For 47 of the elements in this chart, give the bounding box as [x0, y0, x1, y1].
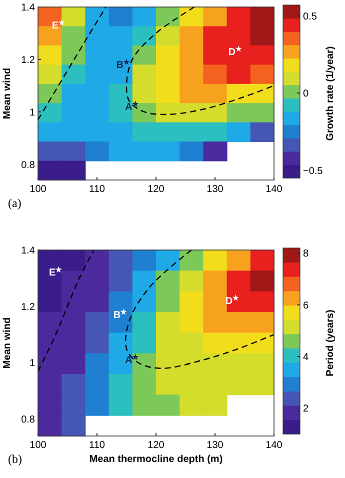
color-bar-label: 4: [303, 352, 309, 363]
series-label: E: [48, 268, 56, 279]
y-axis-title: Mean wind: [2, 68, 13, 120]
x-tick-label: 130: [206, 184, 224, 195]
y-tick-label: 1: [29, 107, 36, 118]
color-bar-title: Period (years): [325, 310, 336, 376]
point: [132, 100, 139, 107]
text: (b): [8, 452, 22, 466]
series-label: B: [113, 310, 121, 321]
color-bar-label: 0.5: [303, 11, 318, 22]
color-bar-label: 8: [303, 248, 309, 260]
x-tick-label: 100: [30, 184, 47, 195]
series-label: D: [228, 46, 236, 58]
point: [132, 354, 139, 360]
point: [55, 266, 62, 273]
color-bar-label: 6: [303, 300, 309, 312]
x-axis-title: Mean thermocline depth (m): [89, 454, 223, 465]
x-tick-label: 140: [266, 440, 283, 451]
x-tick-label: 120: [148, 440, 165, 451]
y-tick-label: 0.8: [21, 160, 36, 171]
y-tick-label: 0.8: [21, 414, 36, 426]
y-tick-label: 1: [29, 358, 36, 370]
point: [123, 58, 130, 65]
series-label: E: [52, 20, 59, 32]
point: [58, 19, 65, 26]
x-tick-label: 110: [89, 184, 106, 195]
x-tick-label: 100: [30, 440, 47, 451]
color-bar-title: Growth rate (1/year): [325, 46, 336, 141]
y-tick-label: 1.2: [21, 302, 36, 313]
y-tick-label: 1.4: [21, 2, 36, 14]
color-bar-label: 0: [303, 88, 309, 100]
x-tick-label: 140: [266, 184, 283, 195]
x-tick-label: 120: [148, 184, 165, 195]
y-axis-title: Mean wind: [2, 317, 13, 369]
color-bar-label: 2: [303, 404, 309, 415]
text: (a): [8, 196, 22, 210]
point: [235, 45, 242, 52]
x-tick-label: 130: [206, 440, 224, 451]
point: [120, 308, 127, 315]
x-tick-label: 110: [89, 440, 106, 451]
series-label: B: [116, 60, 124, 72]
point: [232, 294, 240, 301]
series-label: A: [125, 355, 132, 366]
series-label: A: [125, 102, 132, 113]
y-tick-label: 1.4: [21, 246, 36, 256]
y-tick-label: 1.2: [21, 54, 36, 66]
color-bar-label: −0.5: [303, 166, 324, 177]
